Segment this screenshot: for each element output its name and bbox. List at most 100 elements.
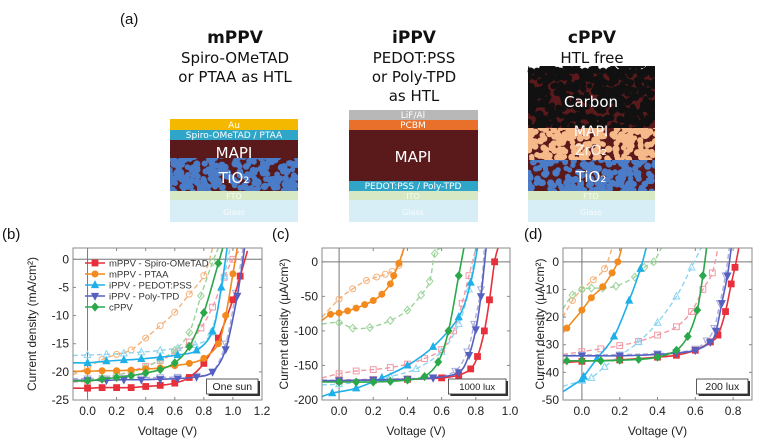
particle [615,137,622,144]
particle [621,166,627,173]
particle [556,107,563,114]
particle [624,181,632,189]
data-point [599,283,607,291]
particle [170,181,173,188]
annotation-box [447,378,507,395]
data-point [454,312,463,321]
data-point [636,263,645,272]
data-point [596,356,605,366]
data-point [352,383,361,392]
data-point [214,340,222,348]
particle [603,169,610,177]
particle [573,156,580,160]
particle [626,118,632,125]
plot-frame [321,247,511,401]
particle [588,187,596,191]
y-tick-label: -25 [52,393,70,407]
particle [529,110,536,117]
data-point [185,359,193,367]
data-point [352,377,361,387]
particle [551,133,558,140]
particle [594,179,601,187]
particle [633,95,639,101]
data-point [98,384,106,392]
y-tick-label: -50 [542,393,560,407]
layer-label-fto: FTO [583,192,599,201]
particle [599,67,607,75]
data-point [411,364,421,373]
particle [643,148,650,155]
data-point [421,355,428,362]
data-point [587,294,595,302]
particle [580,123,586,128]
particle [553,75,561,83]
data-point [634,354,643,364]
particle [599,141,605,147]
particle [630,187,637,191]
particle [549,110,558,119]
data-point [587,283,596,293]
particle [294,158,298,162]
particle [174,171,181,178]
data-point [386,280,394,288]
data-point [369,377,378,387]
series-cppv-reverse [563,248,662,310]
particle [563,165,569,171]
y-tick-label: -50 [301,289,319,303]
particle [622,171,628,178]
series-line [73,248,231,357]
particle [649,151,655,159]
plot-series-group [73,248,249,392]
particle [231,160,239,168]
particle [648,188,655,191]
layer-label-mapi: MAPI [574,124,608,140]
particle [556,134,564,141]
particle [528,174,534,181]
particle [277,163,285,172]
layer-label-glass: Glass [402,208,424,217]
data-point [222,312,230,320]
particle [568,122,575,128]
data-point [348,323,357,333]
series-line [322,248,443,330]
particle [551,148,558,154]
particle [542,84,549,91]
particle [184,158,191,161]
series-ippv-pedot-pss [73,248,228,366]
particle [282,186,288,191]
particle [528,188,534,191]
particle [561,99,567,105]
particle [560,92,567,99]
particle [646,171,653,177]
particle [640,160,647,163]
layer-label-lifal: LiF/Al [401,111,425,121]
particle [627,137,635,145]
particle [651,113,655,121]
particle [292,174,298,182]
layer-fto [528,191,655,200]
particle [184,164,191,170]
particle [202,168,209,175]
particle [585,170,591,176]
particle [571,128,578,130]
particle [528,92,530,99]
data-point [98,367,106,375]
data-point [173,375,182,384]
y-tick-label: -15 [52,337,70,351]
particle [196,183,205,191]
particle [586,83,593,89]
particle [587,67,595,75]
particle [605,183,612,189]
particle [537,78,543,85]
particle [613,150,619,156]
particle [621,84,628,92]
particle [612,93,620,101]
particle [253,167,259,173]
particle [622,128,628,134]
particle [206,189,211,191]
series-ippv-pedot-pss [322,248,479,398]
layer-label-tio2: TiO₂ [575,168,607,186]
data-point [653,352,662,362]
particle [534,152,540,158]
data-point [233,292,242,301]
